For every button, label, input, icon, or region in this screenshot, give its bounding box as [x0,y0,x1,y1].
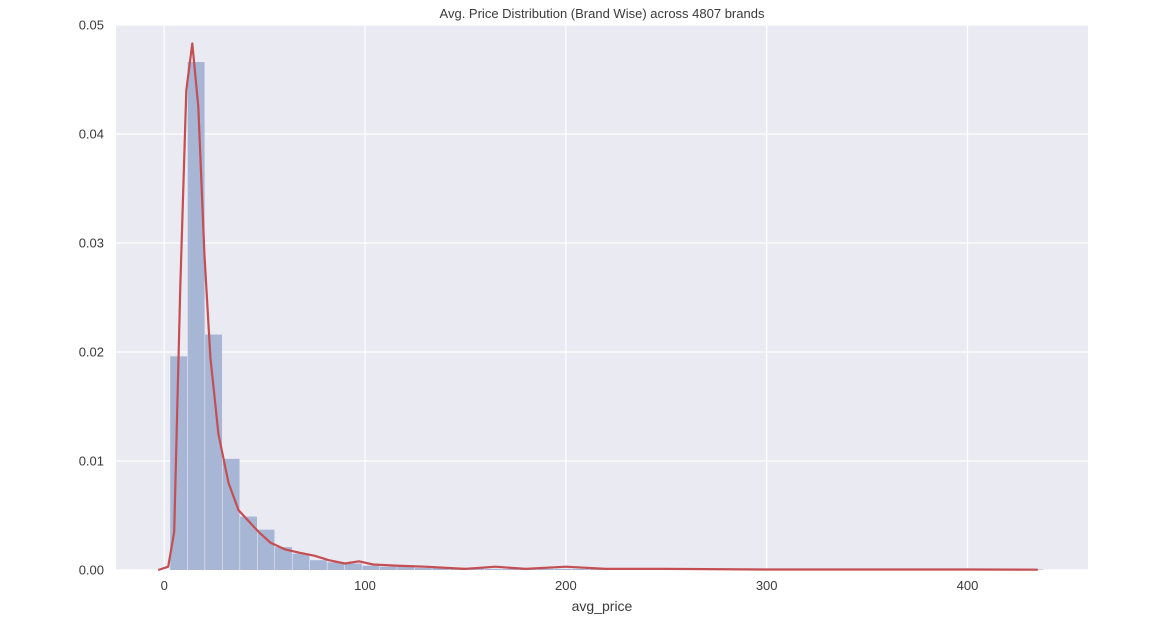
plot-area [116,25,1088,570]
x-tick-label: 400 [957,578,979,593]
kde-line [157,42,1038,572]
histogram-bar [205,334,223,570]
histogram-bar [537,568,555,570]
histogram-bar [187,62,205,571]
x-tick-label: 0 [161,578,168,593]
chart-title: Avg. Price Distribution (Brand Wise) acr… [440,6,765,21]
x-tick-label: 200 [555,578,577,593]
histogram-bar [222,458,240,570]
grid [116,24,1088,571]
y-tick-label: 0.01 [79,454,104,469]
y-tick-label: 0.05 [79,18,104,33]
histogram-bar [572,568,589,570]
histogram-bar [275,547,292,570]
histogram-bar [502,568,520,570]
histogram-bar [240,516,257,570]
x-tick-label: 100 [354,578,376,593]
y-tick-label: 0.04 [79,127,104,142]
histogram-bar [379,566,397,570]
y-tick-label: 0.03 [79,236,104,251]
histogram-bar [414,567,432,570]
histogram-bar [362,565,380,570]
y-tick-label: 0.02 [79,345,104,360]
y-tick-labels: 0.00 0.01 0.02 0.03 0.04 0.05 [79,18,104,578]
x-axis-label: avg_price [572,598,633,614]
histogram-bars [170,62,1044,571]
histogram-bar [292,553,310,570]
histogram-bar [432,567,450,570]
y-tick-label: 0.00 [79,563,104,578]
histogram-bar [257,529,275,570]
x-tick-label: 300 [756,578,778,593]
x-tick-labels: 0 100 200 300 400 [161,578,979,593]
histogram-bar [484,568,502,570]
histogram-bar [344,563,362,570]
histogram-bar [554,568,572,570]
histogram-bar [397,566,415,570]
histogram-bar [309,560,327,570]
histogram-bar [327,562,345,570]
